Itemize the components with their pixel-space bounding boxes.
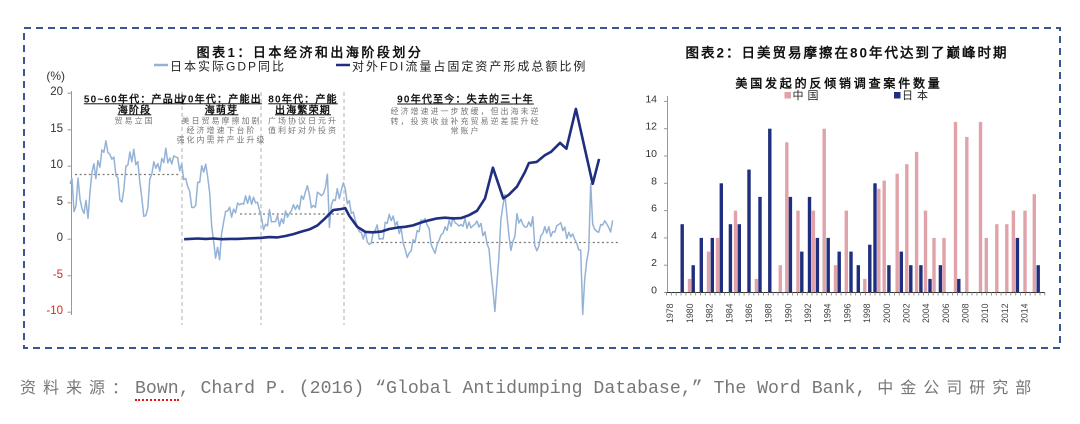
svg-text:-5: -5 [53, 269, 63, 281]
svg-text:出海繁荣期: 出海繁荣期 [275, 103, 331, 116]
svg-text:4: 4 [651, 230, 657, 242]
svg-text:1992: 1992 [803, 303, 813, 323]
svg-text:图表1：日本经济和出海阶段划分: 图表1：日本经济和出海阶段划分 [197, 45, 424, 60]
svg-text:2008: 2008 [961, 303, 971, 323]
svg-text:2: 2 [651, 257, 657, 269]
svg-text:70年代：产能出: 70年代：产能出 [181, 92, 262, 105]
svg-text:美日贸易摩擦加剧: 美日贸易摩擦加剧 [182, 116, 262, 126]
svg-text:20: 20 [50, 86, 63, 98]
svg-text:2014: 2014 [1020, 303, 1030, 323]
svg-text:强化内需并产业升级: 强化内需并产业升级 [177, 135, 267, 145]
svg-text:0: 0 [651, 285, 657, 297]
svg-text:2000: 2000 [882, 303, 892, 323]
svg-text:6: 6 [651, 203, 657, 215]
svg-text:广场协议日元升: 广场协议日元升 [268, 116, 338, 126]
svg-text:1994: 1994 [823, 303, 833, 323]
svg-text:对外FDI流量占固定资产形成总额比例: 对外FDI流量占固定资产形成总额比例 [352, 59, 587, 74]
svg-text:-10: -10 [46, 305, 63, 317]
svg-text:经济增速进一步放缓，但出海未逆: 经济增速进一步放缓，但出海未逆 [391, 106, 541, 116]
svg-text:海阶段: 海阶段 [118, 103, 152, 116]
svg-text:中国: 中国 [793, 89, 823, 102]
svg-text:经济增速下台阶: 经济增速下台阶 [187, 125, 257, 135]
svg-text:8: 8 [651, 175, 657, 187]
svg-text:15: 15 [50, 123, 63, 135]
svg-text:1986: 1986 [744, 303, 754, 323]
svg-text:日本实际GDP同比: 日本实际GDP同比 [170, 59, 286, 74]
svg-text:2004: 2004 [921, 303, 931, 323]
svg-text:1996: 1996 [842, 303, 852, 323]
svg-text:美国发起的反倾销调查案件数量: 美国发起的反倾销调查案件数量 [735, 76, 942, 91]
svg-text:50~60年代：产品出: 50~60年代：产品出 [84, 92, 185, 105]
svg-text:10: 10 [50, 159, 63, 171]
svg-text:常账户: 常账户 [451, 126, 481, 136]
svg-text:值利好对外投资: 值利好对外投资 [268, 125, 338, 135]
svg-text:1998: 1998 [862, 303, 872, 323]
svg-text:图表2：日美贸易摩擦在80年代达到了巅峰时期: 图表2：日美贸易摩擦在80年代达到了巅峰时期 [685, 45, 1008, 61]
svg-text:5: 5 [57, 196, 63, 208]
svg-text:0: 0 [57, 232, 63, 244]
svg-text:(%): (%) [46, 69, 65, 83]
svg-text:转，投资收益补充贸易逆差提升经: 转，投资收益补充贸易逆差提升经 [391, 116, 541, 126]
svg-text:1984: 1984 [724, 303, 734, 323]
svg-text:1978: 1978 [665, 303, 675, 323]
svg-text:2012: 2012 [1000, 303, 1010, 323]
svg-text:2010: 2010 [980, 303, 990, 323]
svg-text:1980: 1980 [685, 303, 695, 323]
svg-text:1988: 1988 [764, 303, 774, 323]
svg-text:10: 10 [645, 148, 657, 160]
svg-text:90年代至今：失去的三十年: 90年代至今：失去的三十年 [397, 93, 534, 106]
svg-text:80年代：产能: 80年代：产能 [268, 92, 338, 105]
svg-text:12: 12 [645, 121, 657, 133]
svg-text:1990: 1990 [783, 303, 793, 323]
svg-text:贸易立国: 贸易立国 [115, 116, 155, 126]
svg-text:日本: 日本 [902, 88, 932, 102]
svg-text:1982: 1982 [705, 303, 715, 323]
svg-text:2006: 2006 [941, 303, 951, 323]
svg-text:海萌芽: 海萌芽 [205, 103, 239, 116]
svg-text:14: 14 [645, 93, 657, 105]
svg-text:2002: 2002 [902, 303, 912, 323]
